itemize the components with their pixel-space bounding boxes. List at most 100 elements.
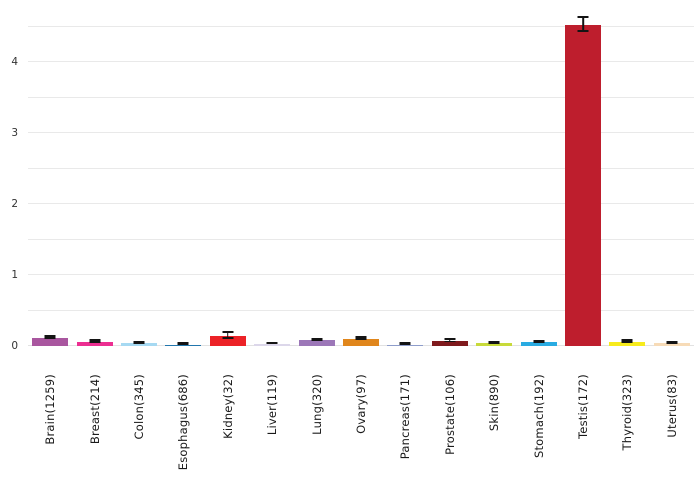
error-bar-cap-bottom: [533, 341, 545, 344]
error-bar-cap-top: [444, 337, 456, 340]
error-bar-cap-bottom: [399, 343, 411, 346]
x-tick-label: Skin(890): [472, 374, 516, 480]
x-tick-label-text: Lung(320): [309, 374, 324, 435]
x-tick-label: Kidney(32): [206, 374, 250, 480]
error-bar-cap-bottom: [266, 342, 278, 345]
bar-column: [294, 6, 338, 346]
x-tick-label: Colon(345): [117, 374, 161, 480]
error-bar: [582, 18, 584, 33]
x-tick-label-text: Pancreas(171): [398, 374, 413, 460]
bar: [431, 341, 468, 346]
error-bar-cap-top: [666, 340, 678, 343]
gridline: [28, 309, 694, 311]
x-tick-label: Liver(119): [250, 374, 294, 480]
bar: [520, 342, 557, 346]
error-bar-cap-bottom: [621, 341, 633, 343]
error-bar-cap-bottom: [355, 338, 367, 341]
gridline: [28, 238, 694, 240]
error-bar-cap-top: [355, 335, 367, 338]
error-bar-cap-bottom: [177, 343, 189, 345]
bar: [609, 341, 646, 346]
x-tick-label-text: Esophagus(686): [176, 374, 191, 471]
bar: [653, 343, 690, 346]
bar-column: [250, 6, 294, 346]
error-bar-cap-bottom: [666, 342, 678, 345]
x-tick-label-text: Ovary(97): [353, 374, 368, 434]
bar: [165, 344, 202, 346]
x-tick-label: Pancreas(171): [383, 374, 427, 480]
gridline: [28, 61, 694, 63]
bar-column: [383, 6, 427, 346]
gridline: [28, 132, 694, 134]
bar-column: [516, 6, 560, 346]
bar-column: [561, 6, 605, 346]
x-tick-label-text: Uterus(83): [664, 374, 679, 438]
plot-area: 0 1 2 3 4: [11, 6, 694, 351]
error-bar-cap-top: [133, 340, 145, 343]
x-tick-label-text: Testis(172): [575, 374, 590, 439]
bar: [476, 343, 513, 346]
gridline: [28, 167, 694, 169]
x-tick-label-text: Breast(214): [87, 374, 102, 445]
bar: [120, 343, 157, 346]
y-tick-label: 3: [11, 127, 18, 140]
error-bar-cap-top: [533, 340, 545, 342]
error-bar: [226, 332, 229, 340]
error-bar-cap-bottom: [222, 337, 234, 340]
error-bar-cap-bottom: [577, 30, 589, 33]
bar-column: [161, 6, 205, 346]
x-tick-label-text: Kidney(32): [220, 374, 235, 439]
error-bar-cap-bottom: [133, 341, 145, 344]
bar: [342, 338, 379, 346]
x-tick-label-text: Colon(345): [131, 374, 146, 440]
error-bar-cap-bottom: [488, 341, 500, 344]
x-tick-label: Thyroid(323): [605, 374, 649, 480]
x-tick-label-text: Liver(119): [265, 374, 280, 436]
bar-column: [28, 6, 72, 346]
bar: [564, 25, 601, 346]
error-bar-cap-bottom: [44, 337, 56, 340]
x-axis-category-labels: Brain(1259) Breast(214) Colon(345) Esophagu…: [28, 374, 694, 480]
bar-column: [605, 6, 649, 346]
x-tick-label: Testis(172): [561, 374, 605, 480]
gridline: [28, 203, 694, 205]
x-tick-label: Brain(1259): [28, 374, 72, 480]
x-tick-label: Esophagus(686): [161, 374, 205, 480]
error-bar-cap-bottom: [311, 339, 323, 342]
bar: [387, 344, 424, 346]
y-tick-label: 4: [11, 56, 18, 69]
bar-column: [339, 6, 383, 346]
bar: [298, 340, 335, 346]
gridline: [28, 25, 694, 27]
bar-column: [206, 6, 250, 346]
bar-column: [117, 6, 161, 346]
error-bar-cap-top: [621, 338, 633, 341]
x-tick-label-text: Prostate(106): [442, 374, 457, 455]
bar-column: [72, 6, 116, 346]
x-tick-label: Ovary(97): [339, 374, 383, 480]
y-tick-label: 1: [11, 269, 18, 282]
gridline: [28, 96, 694, 98]
y-tick-label: 0: [11, 340, 18, 352]
bar-column: [650, 6, 694, 346]
error-bar-cap-top: [488, 340, 500, 343]
x-tick-label: Uterus(83): [650, 374, 694, 480]
error-bar-cap-top: [44, 335, 56, 338]
bar: [32, 338, 69, 346]
bar: [209, 336, 246, 346]
bar-column: [428, 6, 472, 346]
x-tick-label-text: Skin(890): [487, 374, 502, 432]
error-bar-cap-bottom: [444, 340, 456, 343]
bar: [254, 343, 291, 346]
error-bar-cap-top: [577, 16, 589, 19]
bar: [76, 341, 113, 346]
error-bar-cap-top: [89, 339, 101, 341]
x-tick-label-text: Brain(1259): [43, 374, 58, 445]
error-bar-cap-top: [222, 331, 234, 333]
bar-column: [472, 6, 516, 346]
x-tick-label: Prostate(106): [428, 374, 472, 480]
error-bar-cap-top: [311, 337, 323, 340]
x-tick-label: Lung(320): [294, 374, 338, 480]
x-tick-label-text: Thyroid(323): [620, 374, 635, 451]
